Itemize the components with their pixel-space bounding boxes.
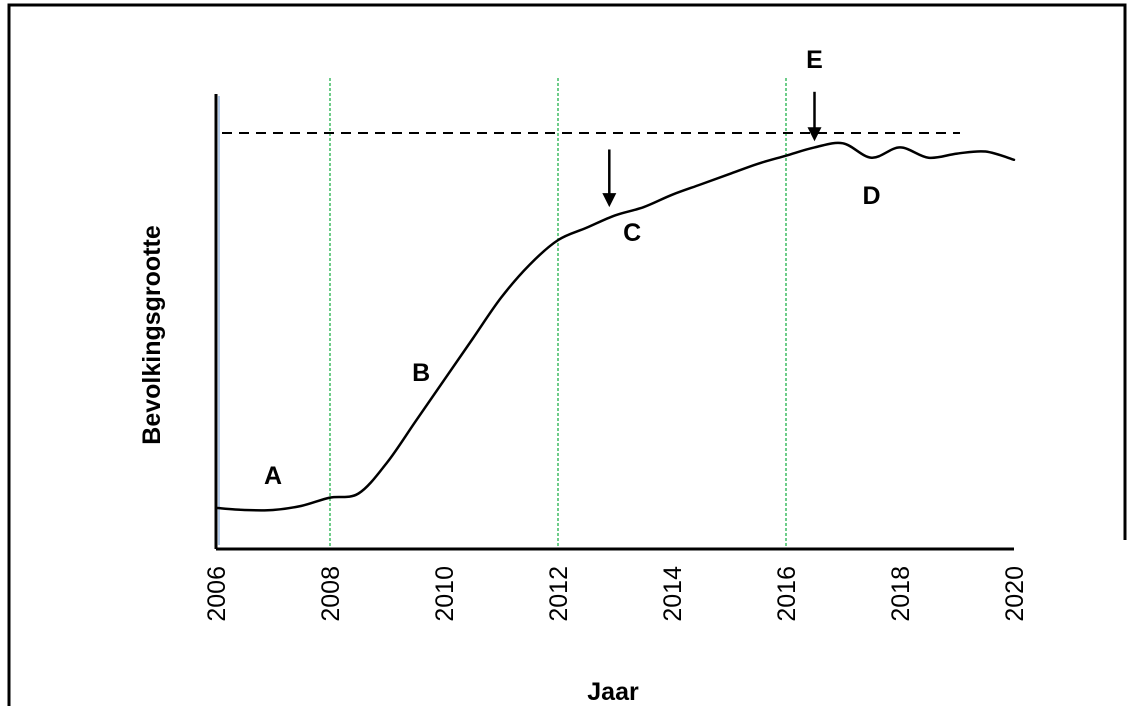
x-tick-2016: 2016 [773,566,801,622]
x-tick-2006: 2006 [203,566,231,622]
x-tick-2020: 2020 [1001,566,1029,622]
segment-labels: A B C D E [264,46,881,490]
x-tick-2014: 2014 [659,566,687,622]
gridlines [329,78,787,549]
x-tick-2010: 2010 [431,566,459,622]
segment-label-c: C [623,219,641,247]
arrow-head-0 [602,193,617,208]
x-tick-2008: 2008 [317,566,345,622]
x-axis-label: Jaar [587,678,639,706]
y-axis-label: Bevolkingsgrootte [138,225,166,445]
segment-label-d: D [862,182,880,210]
arrow-head-1 [807,127,822,142]
x-tick-2012: 2012 [545,566,573,622]
population-curve [214,141,1016,512]
segment-label-b: B [412,359,430,387]
x-tick-2018: 2018 [887,566,915,622]
outer-border [7,3,1127,706]
segment-label-a: A [264,462,282,490]
arrows [602,91,822,208]
segment-label-e: E [806,46,823,74]
x-tick-labels: 2006 2008 2010 2012 2014 2016 2018 2020 [203,566,1029,622]
